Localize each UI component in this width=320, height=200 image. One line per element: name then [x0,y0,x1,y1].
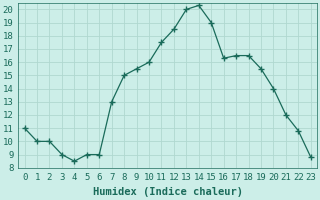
X-axis label: Humidex (Indice chaleur): Humidex (Indice chaleur) [93,187,243,197]
